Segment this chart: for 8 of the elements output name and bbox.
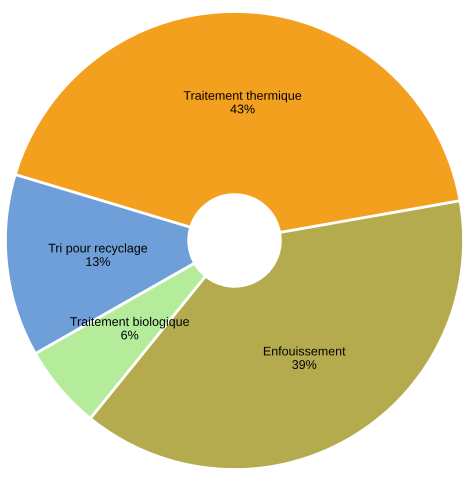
data-label: 39% [292, 360, 316, 370]
slice-label: Tri pour recyclage [48, 243, 148, 255]
slice-label: Traitement thermique [184, 90, 302, 102]
data-label: 6% [121, 330, 138, 340]
slice-label: Enfouissement [264, 346, 346, 356]
slice-label: Traitement biologique [70, 316, 189, 328]
data-label: 43% [230, 104, 255, 114]
data-label: 13% [86, 257, 110, 266]
